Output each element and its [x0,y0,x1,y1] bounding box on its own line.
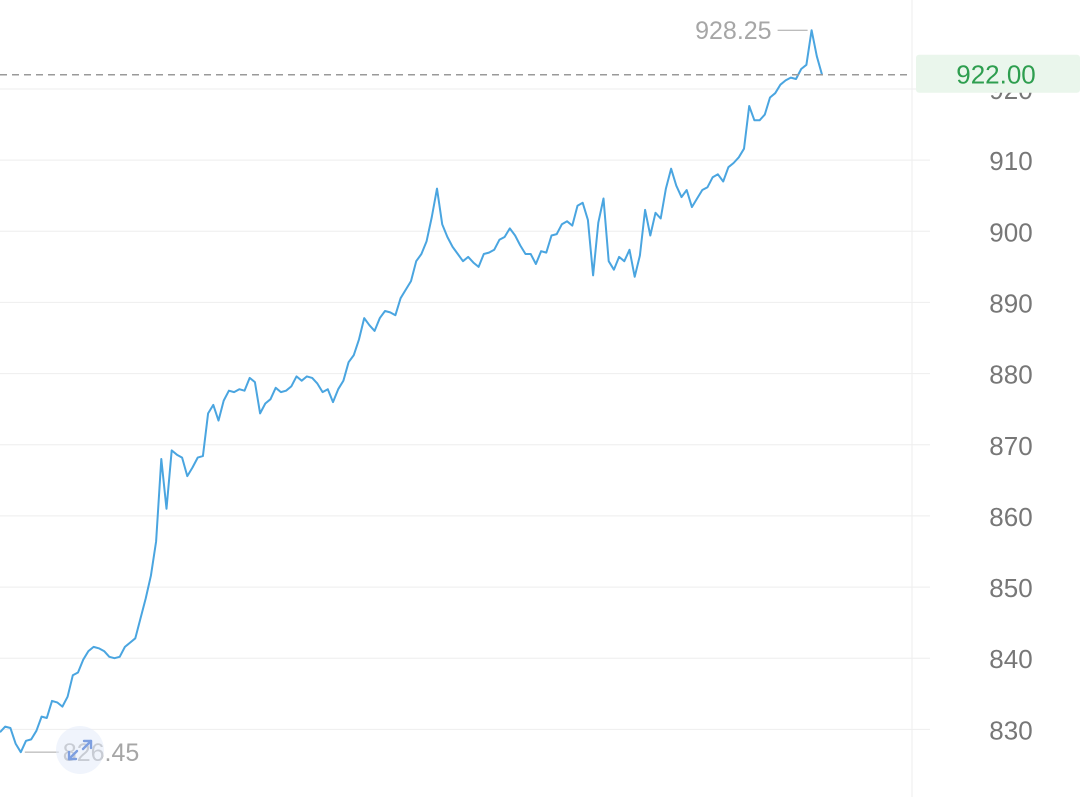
expand-arrows-icon [67,739,93,761]
y-tick-label: 870 [989,431,1032,461]
annotations: 928.25 826.45 [24,17,808,767]
y-tick-label: 840 [989,644,1032,674]
current-price-marker: 922.00 [0,54,1080,93]
y-tick-label: 830 [989,715,1032,745]
y-tick-label: 910 [989,146,1032,176]
price-series [0,29,823,754]
y-axis: 830840850860870880890900910920 [989,75,1032,745]
current-price-value: 922.00 [956,60,1036,90]
y-tick-label: 900 [989,217,1032,247]
y-tick-label: 890 [989,288,1032,318]
y-tick-label: 850 [989,573,1032,603]
y-tick-label: 860 [989,502,1032,532]
grid-lines [0,88,930,730]
current-price-badge [916,54,1080,93]
price-line [0,29,823,754]
y-tick-label: 880 [989,360,1032,390]
high-price-label: 928.25 [695,17,771,45]
expand-chart-button[interactable] [56,726,104,774]
